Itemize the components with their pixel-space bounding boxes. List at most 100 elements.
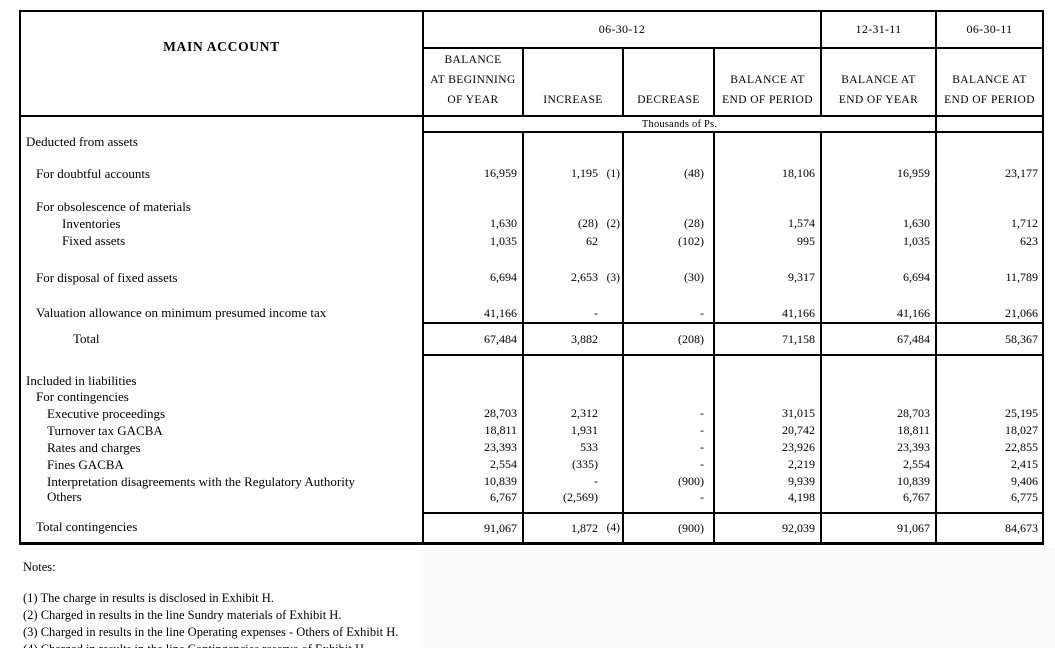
note-reference: (2) [606,217,620,230]
cell-balance-end-period-2: 623 [935,232,1042,250]
row-label: Executive proceedings [47,405,166,421]
cell-balance-end-year [820,250,935,269]
cell-balance-end-period [713,150,820,165]
cell-balance-end-period-2 [935,250,1042,269]
cell-balance-beginning: 41,166 [422,304,522,322]
cell-balance-end-period-2: 22,855 [935,439,1042,456]
cell-balance-end-year [820,389,935,405]
cell-decrease [622,286,713,304]
note-item-4: (4) Charged in results in the line Conti… [23,641,398,648]
row-label: Rates and charges [47,439,141,455]
cell-balance-end-year: 1,630 [820,215,935,232]
column-header-balance-beginning: BALANCE AT BEGINNING OF YEAR [422,47,522,115]
cell-balance-end-period-2 [935,372,1042,389]
table-row: Turnover tax GACBA 18,811 1,931-20,742 18,8… [21,422,1042,439]
cell-increase: 2,653 (3) [522,269,622,286]
cell-balance-beginning: 16,959 [422,165,522,182]
cell-balance-end-period-2: 58,367 [935,322,1042,356]
cell-balance-end-period: 23,926 [713,439,820,456]
cell-balance-beginning: 67,484 [422,322,522,356]
cell-balance-end-period-2 [935,182,1042,198]
cell-balance-end-year [820,372,935,389]
cell-balance-end-year: 16,959 [820,165,935,182]
column-header-increase: INCREASE [522,47,622,115]
cell-balance-end-year: 23,393 [820,439,935,456]
note-reference: (3) [606,271,620,284]
table-row: For contingencies [21,389,1042,405]
cell-decrease [622,198,713,215]
cell-balance-end-period: 18,106 [713,165,820,182]
notes-title: Notes: [23,560,56,574]
column-header-balance-end-period: BALANCE AT END OF PERIOD [713,47,820,115]
cell-increase [522,286,622,304]
cell-balance-beginning: 28,703 [422,405,522,422]
allowances-table: MAIN ACCOUNT 06-30-12 12-31-11 06-30-11 … [19,10,1044,545]
cell-balance-end-year: 2,554 [820,456,935,473]
cell-increase: 62 [522,232,622,250]
cell-balance-end-period [713,198,820,215]
row-label: Fixed assets [62,233,126,248]
row-label: Interpretation disagreements with the Re… [47,473,355,489]
table-row: Inventories 1,630 (28) (2) (28) 1,574 1,630 1,7… [21,215,1042,232]
note-item-1: (1) The charge in results is disclosed i… [23,591,274,605]
row-label: Others [47,490,82,504]
cell-increase: 1,931 [522,422,622,439]
cell-balance-end-period-2: 21,066 [935,304,1042,322]
column-header-decrease: DECREASE [622,47,713,115]
cell-balance-beginning [422,356,522,372]
cell-increase [522,150,622,165]
cell-balance-end-period [713,504,820,512]
cell-balance-end-period [713,356,820,372]
table-row [21,286,1042,304]
cell-decrease: (28) [622,215,713,232]
cell-balance-end-year [820,504,935,512]
table-row: Interpretation disagreements with the Re… [21,473,1042,490]
cell-balance-end-period: 41,166 [713,304,820,322]
cell-balance-beginning: 6,767 [422,490,522,504]
cell-balance-end-period: 31,015 [713,405,820,422]
cell-decrease: (900) [622,512,713,542]
cell-balance-end-year: 6,767 [820,490,935,504]
cell-balance-end-period-2 [935,150,1042,165]
row-label: Deducted from assets [26,133,138,149]
cell-decrease: - [622,439,713,456]
cell-balance-end-period-2 [935,198,1042,215]
cell-balance-beginning: 10,839 [422,473,522,490]
cell-decrease: (48) [622,165,713,182]
cell-increase: 2,312 [522,405,622,422]
cell-balance-beginning: 18,811 [422,422,522,439]
table-row: Included in liabilities [21,372,1042,389]
row-spacer [21,504,422,512]
cell-balance-end-period: 9,317 [713,269,820,286]
cell-balance-end-period [713,133,820,150]
table-row [21,250,1042,269]
cell-balance-beginning [422,182,522,198]
cell-decrease: (30) [622,269,713,286]
period-header-06-30-12: 06-30-12 [422,12,820,47]
row-spacer [21,182,422,198]
cell-balance-end-year [820,133,935,150]
units-label: Thousands of Ps. [422,115,935,133]
cell-balance-end-year [820,198,935,215]
units-row: Thousands of Ps. [21,115,1042,133]
table-row [21,504,1042,512]
cell-balance-end-period: 20,742 [713,422,820,439]
cell-balance-end-period [713,372,820,389]
table-body: Deducted from assets For doubtful account… [21,133,1042,542]
cell-balance-end-period-2 [935,356,1042,372]
cell-balance-end-year [820,182,935,198]
table-row [21,182,1042,198]
cell-decrease: (208) [622,322,713,356]
cell-increase: (2,569) [522,490,622,504]
cell-balance-end-year: 10,839 [820,473,935,490]
cell-increase [522,389,622,405]
cell-balance-beginning: 1,035 [422,232,522,250]
cell-decrease: - [622,405,713,422]
cell-balance-end-period-2 [935,504,1042,512]
row-label: Inventories [62,215,121,231]
cell-balance-end-period [713,250,820,269]
cell-balance-end-year: 91,067 [820,512,935,542]
cell-balance-end-period: 92,039 [713,512,820,542]
cell-balance-beginning [422,150,522,165]
note-reference: (1) [606,167,620,180]
